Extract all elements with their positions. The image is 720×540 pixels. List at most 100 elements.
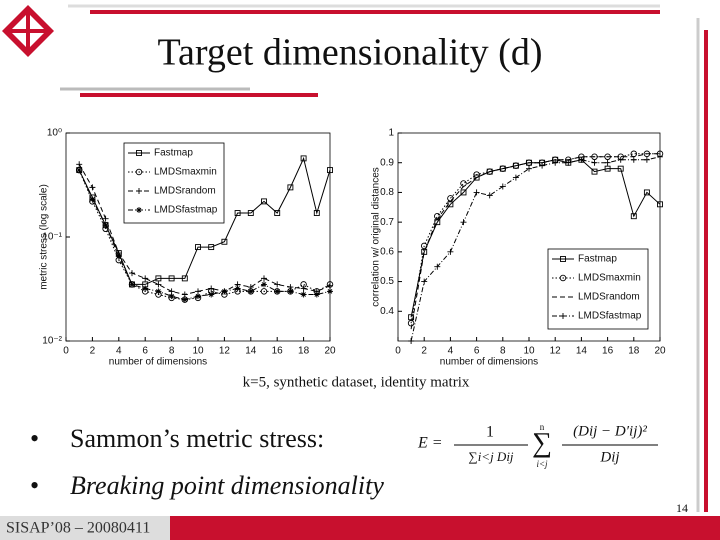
x-tick-label: 20: [324, 346, 336, 357]
y-tick-label: 0.8: [380, 187, 394, 198]
x-tick-label: 0: [63, 346, 69, 357]
marker: [630, 156, 637, 163]
sum-bottom: i<j: [536, 459, 548, 469]
marker: [434, 263, 441, 270]
marker: [630, 213, 637, 220]
marker: [327, 288, 333, 295]
marker: [473, 189, 480, 196]
formula-lhs: E =: [417, 435, 443, 452]
y-axis-label: metric stress (log scale): [39, 184, 50, 290]
x-tick-label: 8: [169, 346, 175, 357]
x-axis-label: number of dimensions: [109, 357, 207, 368]
sum-top: n: [540, 422, 545, 432]
marker: [168, 293, 175, 300]
y-tick-label: 10⁰: [47, 128, 62, 139]
x-tick-label: 4: [448, 346, 454, 357]
marker: [604, 165, 611, 172]
logo: [2, 5, 54, 57]
x-tick-label: 12: [219, 346, 231, 357]
marker: [512, 174, 519, 181]
legend-marker: [136, 207, 142, 213]
x-tick-label: 2: [90, 346, 96, 357]
legend-label: Fastmap: [578, 254, 617, 265]
marker: [181, 291, 188, 298]
marker: [421, 278, 428, 285]
marker: [115, 253, 122, 260]
bullet: Sammon’s metric stress:: [70, 424, 324, 453]
x-tick-label: 18: [298, 346, 310, 357]
sum: ∑: [532, 427, 552, 458]
legend-marker: [559, 274, 567, 282]
marker: [552, 159, 559, 166]
marker: [181, 275, 188, 282]
series-line: [78, 169, 331, 301]
marker: [247, 288, 254, 295]
x-tick-label: 4: [116, 346, 122, 357]
y-tick-label: 10⁻²: [42, 336, 62, 347]
y-tick-label: 0.9: [380, 157, 394, 168]
formula: E = 1 ∑i<j Dij n ∑ i<j (Dij − D′ij)² Dij: [417, 422, 658, 469]
legend-label: LMDSmaxmin: [578, 273, 641, 284]
marker: [155, 281, 162, 288]
marker: [102, 222, 109, 229]
marker: [234, 285, 241, 292]
formula-den: ∑i<j Dij: [468, 449, 514, 464]
x-tick-label: 20: [654, 346, 666, 357]
marker: [208, 285, 215, 292]
marker: [313, 291, 320, 298]
y-axis-label: correlation w/ original distances: [371, 167, 382, 307]
marker: [460, 219, 467, 226]
chart: 0 2 4 6 8 10 12 14 16 18 20 10⁻² 10⁻¹ 10⁰ number of di…: [39, 128, 336, 368]
marker: [89, 196, 96, 203]
marker: [155, 275, 162, 282]
marker: [499, 183, 506, 190]
legend-label: LMDSrandom: [578, 292, 640, 303]
x-tick-label: 0: [395, 346, 401, 357]
x-tick-label: 12: [550, 346, 562, 357]
marker: [195, 293, 201, 300]
x-tick-label: 18: [628, 346, 640, 357]
marker: [300, 291, 307, 298]
marker: [247, 210, 254, 216]
legend-marker: [136, 188, 142, 194]
marker: [407, 319, 415, 327]
marker: [460, 189, 467, 196]
marker: [102, 215, 109, 222]
marker: [129, 281, 135, 288]
marker: [565, 159, 572, 166]
marker: [208, 291, 215, 298]
marker: [643, 189, 650, 196]
marker: [142, 285, 149, 292]
marker: [287, 184, 294, 191]
marker: [447, 248, 454, 255]
marker: [274, 281, 281, 288]
marker: [617, 165, 624, 172]
x-tick-label: 14: [245, 346, 257, 357]
marker: [460, 180, 467, 187]
marker: [208, 244, 215, 251]
marker: [89, 184, 96, 191]
marker: [604, 159, 611, 166]
marker: [300, 285, 307, 292]
marker: [327, 282, 333, 289]
marker: [274, 288, 281, 295]
marker: [657, 153, 663, 160]
marker: [591, 168, 598, 175]
marker: [261, 281, 267, 288]
formula-frac-den: Dij: [599, 449, 619, 465]
formula-frac-num: (Dij − D′ij)²: [573, 423, 647, 439]
marker: [287, 288, 294, 295]
x-tick-label: 10: [523, 346, 535, 357]
marker: [499, 165, 507, 172]
y-tick-label: 0.4: [380, 306, 394, 317]
x-tick-label: 8: [500, 346, 506, 357]
marker: [274, 210, 281, 216]
marker: [76, 161, 83, 168]
x-tick-label: 14: [576, 346, 588, 357]
page-number: 14: [676, 501, 688, 515]
marker: [142, 275, 149, 282]
y-tick-label: 0.5: [380, 276, 394, 287]
x-tick-label: 6: [142, 346, 148, 357]
